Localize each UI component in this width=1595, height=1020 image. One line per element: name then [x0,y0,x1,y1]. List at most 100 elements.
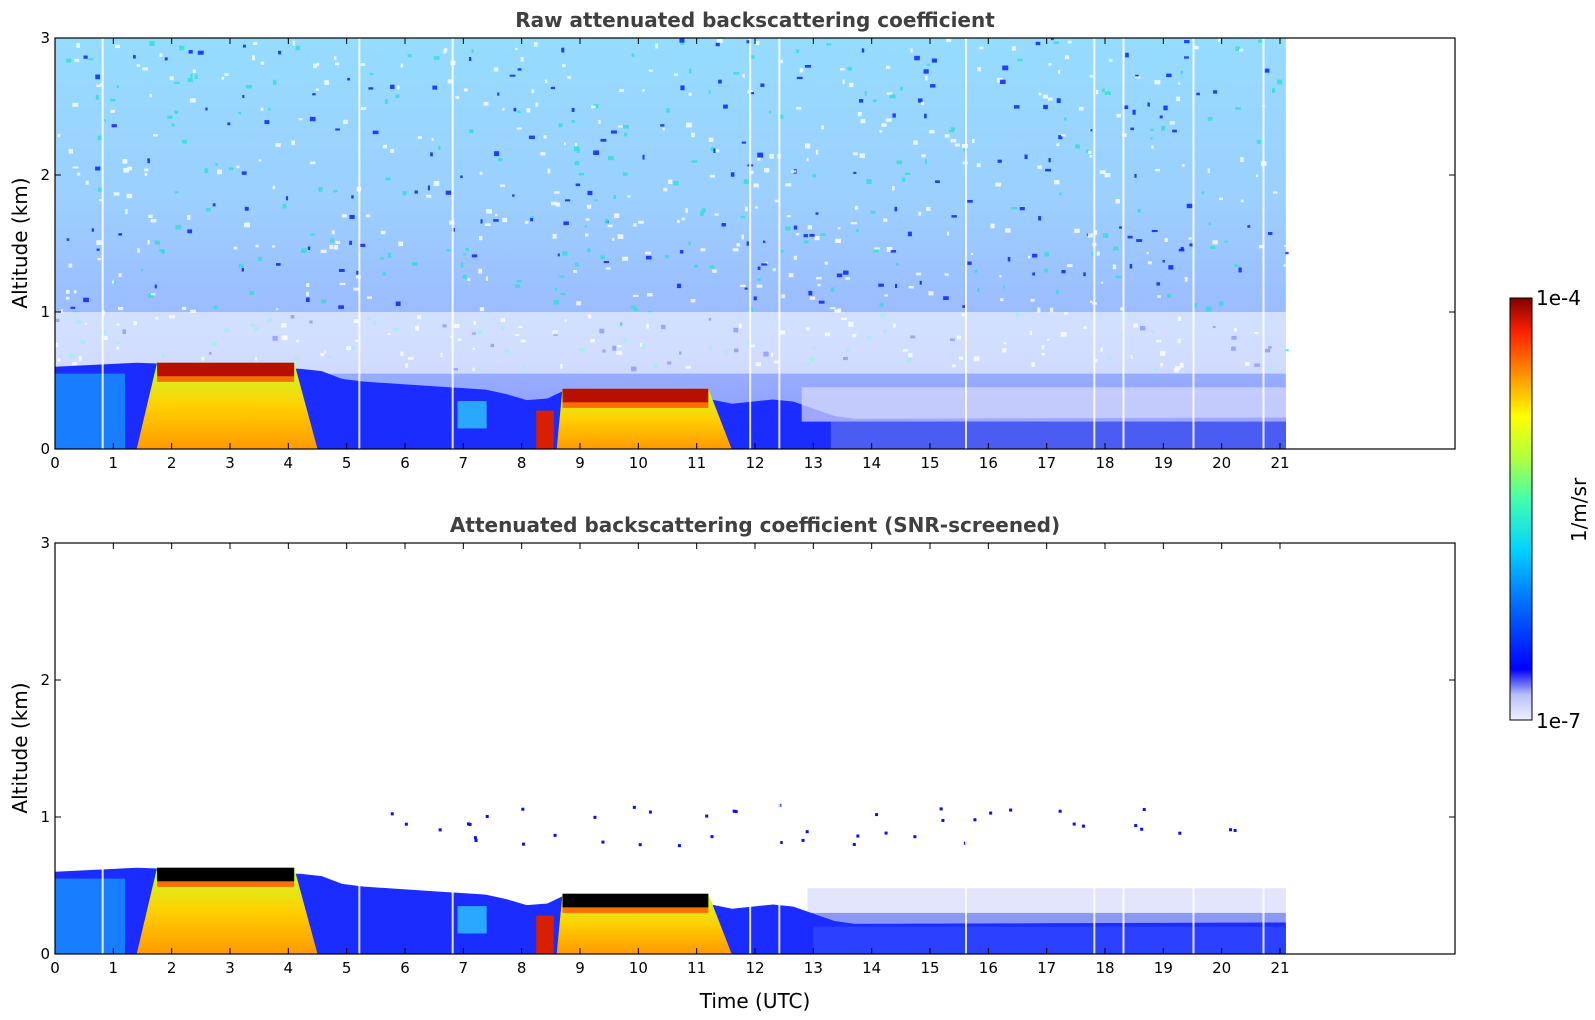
noise-speck [485,814,489,818]
noise-speck [530,216,534,220]
noise-speck [1130,127,1134,131]
noise-speck [478,268,483,274]
noise-speck [892,186,895,191]
noise-speck [623,125,629,129]
noise-speck [438,828,442,832]
noise-speck [467,278,471,281]
noise-speck [187,78,193,83]
screened-cloud-top [562,893,709,908]
noise-speck [1116,113,1121,118]
noise-speck [924,159,927,164]
x-tick-label: 4 [284,959,294,977]
noise-speck [433,56,440,60]
noise-speck [68,263,73,268]
noise-speck [754,206,759,209]
noise-speck [252,55,255,61]
noise-speck [1235,46,1241,52]
noise-speck [676,219,680,223]
noise-speck [95,74,101,80]
noise-speck [755,41,760,46]
noise-speck [173,81,180,85]
noise-speck [1140,827,1144,831]
noise-speck [1127,235,1133,239]
noise-speck [275,308,279,311]
noise-speck [889,94,896,99]
data-gap [1262,38,1265,449]
noise-speck [517,110,521,114]
noise-speck [264,120,270,125]
noise-speck [65,296,70,300]
noise-speck [385,177,391,181]
noise-speck [175,225,182,230]
noise-speck [576,301,582,306]
y-axis: 0 1 2 3 [40,534,1455,963]
noise-speck [1146,251,1149,255]
noise-speck [1055,289,1059,294]
noise-speck [1159,115,1163,119]
noise-speck [306,291,309,297]
noise-speck [746,241,749,246]
noise-speck [480,219,483,224]
noise-speck [600,138,607,142]
data-gap [778,38,781,449]
noise-speck [593,150,600,155]
noise-speck [91,228,94,232]
noise-speck [690,299,696,303]
noise-speck [1075,144,1080,149]
noise-speck [298,118,303,121]
noise-speck [881,123,887,127]
noise-speck [272,185,276,190]
data-gap [1122,543,1125,954]
noise-speck [494,151,500,157]
noise-speck [1208,222,1211,226]
noise-speck [520,57,524,62]
noise-speck [1218,38,1221,42]
noise-speck [896,160,903,165]
noise-speck [785,226,791,231]
x-tick-label: 17 [1037,454,1056,472]
noise-speck [465,247,470,251]
noise-speck [174,110,179,114]
noise-speck [973,818,977,822]
noise-speck [1256,139,1261,144]
noise-speck [509,74,516,77]
noise-speck [1150,137,1153,140]
noise-speck [1099,170,1106,174]
noise-speck [943,296,949,300]
noise-speck [333,190,338,193]
noise-speck [856,834,860,838]
x-tick-label: 2 [167,454,177,472]
noise-speck [118,233,123,236]
noise-speck [275,263,281,266]
x-tick-label: 14 [862,959,881,977]
noise-speck [769,154,774,159]
noise-speck [839,68,845,71]
noise-speck [895,262,899,266]
noise-speck [1101,88,1105,93]
noise-speck [859,153,866,159]
noise-speck [404,822,408,826]
noise-speck [502,217,508,223]
noise-speck [142,67,148,71]
noise-speck [1044,252,1049,257]
noise-speck [339,282,346,286]
noise-speck [605,267,611,270]
noise-speck [563,221,569,226]
noise-speck [244,222,250,228]
noise-speck [809,296,816,300]
noise-speck [1083,272,1086,277]
noise-speck [892,113,896,118]
noise-speck [76,43,81,48]
noise-speck [930,84,936,88]
noise-speck [593,815,597,819]
noise-speck [212,203,216,207]
noise-speck [329,244,334,250]
noise-speck [655,43,658,49]
heatmap-area [55,543,1286,954]
noise-speck [238,111,242,115]
noise-speck [1162,260,1165,263]
noise-speck [57,133,61,138]
noise-speck [995,182,1002,187]
noise-speck [1113,246,1119,251]
